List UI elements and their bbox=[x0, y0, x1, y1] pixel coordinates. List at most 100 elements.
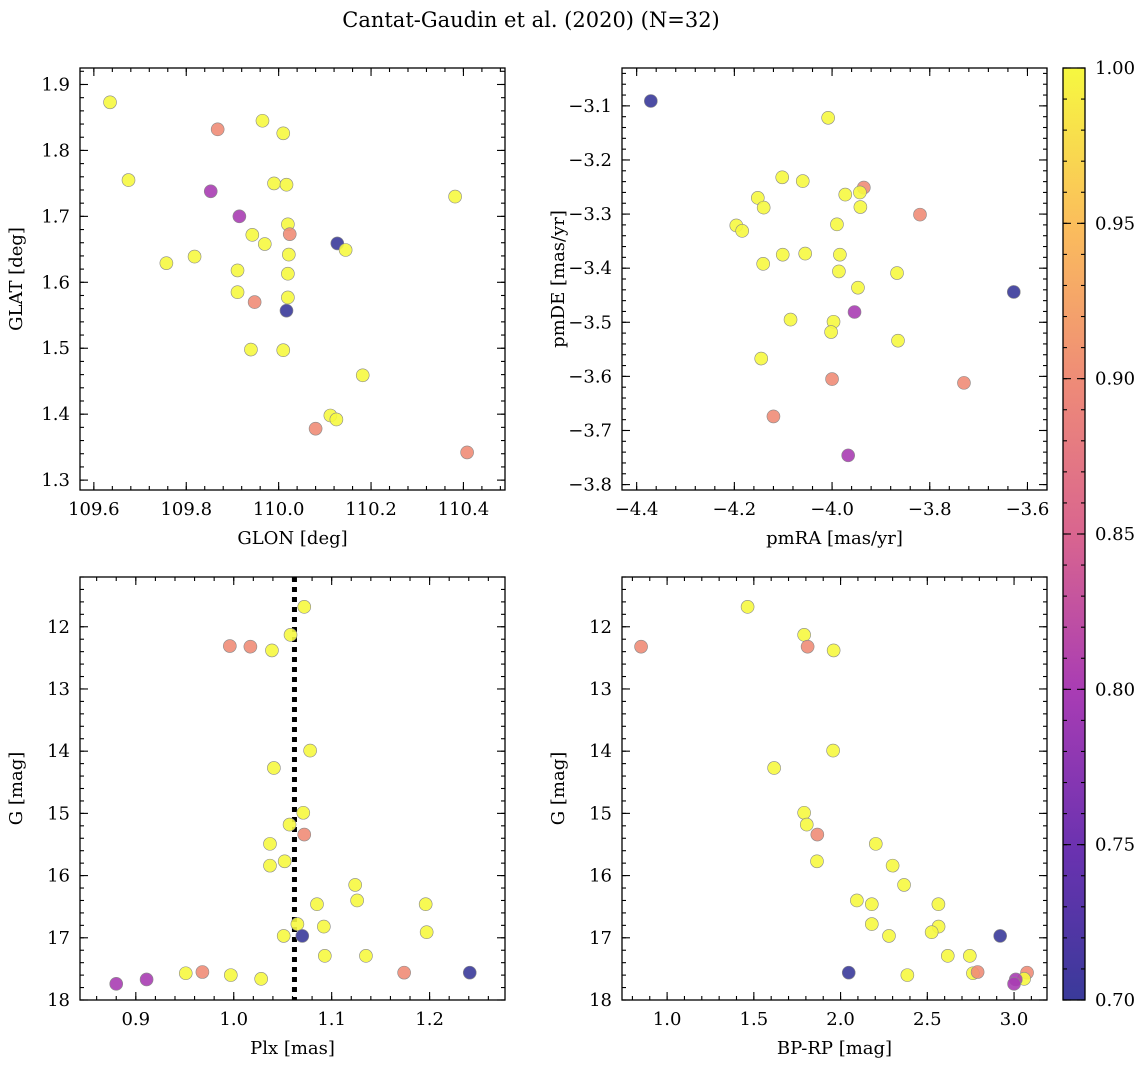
scatter-point bbox=[267, 761, 281, 775]
scatter-point bbox=[797, 628, 811, 642]
scatter-point bbox=[223, 639, 237, 653]
y-tick-label: 1.3 bbox=[41, 470, 70, 491]
scatter-point bbox=[276, 126, 291, 141]
figure-title: Cantat-Gaudin et al. (2020) (N=32) bbox=[342, 8, 720, 32]
scatter-point bbox=[254, 972, 268, 986]
scatter-point bbox=[864, 917, 879, 931]
scatter-point bbox=[263, 837, 277, 851]
scatter-point bbox=[993, 929, 1007, 943]
y-tick-label: 15 bbox=[589, 803, 612, 824]
scatter-point bbox=[318, 949, 332, 963]
scatter-point bbox=[838, 187, 853, 202]
scatter-point bbox=[245, 228, 260, 242]
scatter-point bbox=[297, 600, 312, 614]
scatter-point bbox=[279, 303, 294, 318]
scatter-point bbox=[1006, 285, 1021, 299]
scatter-point bbox=[296, 805, 311, 820]
scatter-point bbox=[826, 743, 840, 758]
y-tick-label: 18 bbox=[589, 990, 612, 1011]
x-axis-label: pmRA [mas/yr] bbox=[766, 528, 903, 549]
scatter-point bbox=[230, 263, 245, 278]
panel-1: 109.6 109.8 110.0 110.2 110.4 1.3 1.4 1.5 1.6 1.7… bbox=[6, 67, 506, 549]
x-tick-label: 1.0 bbox=[653, 1009, 682, 1030]
colorbar-tick-label: 0.70 bbox=[1095, 990, 1135, 1011]
scatter-point bbox=[799, 817, 814, 832]
axes-frame bbox=[79, 67, 506, 491]
scatter-point bbox=[766, 409, 781, 424]
scatter-point bbox=[797, 805, 811, 820]
scatter-point bbox=[317, 919, 331, 934]
scatter-point bbox=[283, 628, 298, 642]
scatter-point bbox=[277, 854, 292, 869]
scatter-point bbox=[297, 827, 312, 842]
scatter-point bbox=[195, 965, 210, 979]
scatter-point bbox=[800, 639, 815, 654]
x-axis-label: GLON [deg] bbox=[237, 528, 347, 549]
scatter-point bbox=[833, 247, 847, 262]
colorbar-tick-label: 0.95 bbox=[1095, 213, 1135, 234]
scatter-point bbox=[913, 207, 927, 222]
x-tick-label: −3.6 bbox=[1006, 499, 1050, 520]
scatter-point bbox=[255, 113, 270, 128]
scatter-point bbox=[957, 376, 971, 390]
colorbar-tick-label: 0.75 bbox=[1095, 835, 1135, 856]
scatter-point bbox=[243, 639, 258, 654]
scatter-point bbox=[810, 827, 825, 842]
scatter-point bbox=[740, 600, 755, 614]
scatter-point bbox=[826, 643, 841, 658]
y-tick-label: 13 bbox=[47, 679, 70, 700]
scatter-point bbox=[419, 925, 434, 939]
axes-frame bbox=[621, 67, 1048, 491]
y-tick-label: 17 bbox=[47, 928, 70, 949]
scatter-point bbox=[267, 176, 281, 191]
scatter-point bbox=[355, 368, 370, 383]
x-tick-label: 110.4 bbox=[438, 499, 490, 520]
scatter-point bbox=[735, 224, 749, 238]
x-tick-label: 109.6 bbox=[68, 499, 120, 520]
scatter-point bbox=[853, 200, 868, 214]
y-axis-label: G [mag] bbox=[548, 752, 569, 825]
scatter-point bbox=[230, 285, 245, 299]
scatter-point bbox=[756, 200, 771, 215]
y-tick-label: 14 bbox=[589, 741, 612, 762]
y-tick-label: 13 bbox=[589, 679, 612, 700]
scatter-point bbox=[187, 249, 202, 264]
x-tick-label: 110.2 bbox=[345, 499, 397, 520]
scatter-point bbox=[348, 878, 362, 892]
scatter-point bbox=[178, 966, 193, 981]
x-axis-label: Plx [mas] bbox=[250, 1038, 335, 1059]
scatter-point bbox=[279, 177, 294, 192]
y-tick-label: 16 bbox=[589, 866, 612, 887]
scatter-point bbox=[276, 929, 291, 943]
y-tick-label: 1.9 bbox=[41, 74, 70, 95]
y-tick-label: 12 bbox=[589, 617, 612, 638]
scatter-point bbox=[303, 743, 317, 758]
y-tick-label: −3.8 bbox=[568, 475, 612, 496]
y-tick-label: 1.4 bbox=[41, 404, 70, 425]
x-tick-label: −4.4 bbox=[615, 499, 659, 520]
scatter-point bbox=[244, 342, 258, 357]
scatter-point bbox=[282, 817, 297, 832]
x-tick-label: 0.9 bbox=[121, 1009, 150, 1030]
scatter-point bbox=[864, 897, 879, 912]
scatter-point bbox=[338, 243, 353, 257]
scatter-point bbox=[418, 897, 433, 912]
scatter-point bbox=[847, 305, 862, 319]
scatter-point bbox=[891, 333, 905, 348]
x-tick-label: −4.2 bbox=[712, 499, 756, 520]
x-tick-label: 1.5 bbox=[740, 1009, 769, 1030]
y-tick-label: 14 bbox=[47, 741, 70, 762]
scatter-point bbox=[103, 95, 117, 110]
scatter-point bbox=[265, 643, 279, 658]
scatter-point bbox=[634, 639, 648, 654]
scatter-point bbox=[963, 949, 977, 963]
x-tick-label: 2.0 bbox=[826, 1009, 855, 1030]
colorbar-tick-label: 0.85 bbox=[1095, 524, 1135, 545]
scatter-point bbox=[460, 445, 474, 460]
scatter-point bbox=[795, 174, 810, 188]
x-axis-label: BP-RP [mag] bbox=[777, 1038, 892, 1059]
y-axis-label: GLAT [deg] bbox=[6, 227, 27, 331]
panel-4: 1.0 1.5 2.0 2.5 3.0 12 13 14 15 16 17 18 BP-RP [mag]… bbox=[548, 576, 1048, 1059]
scatter-point bbox=[841, 448, 855, 463]
